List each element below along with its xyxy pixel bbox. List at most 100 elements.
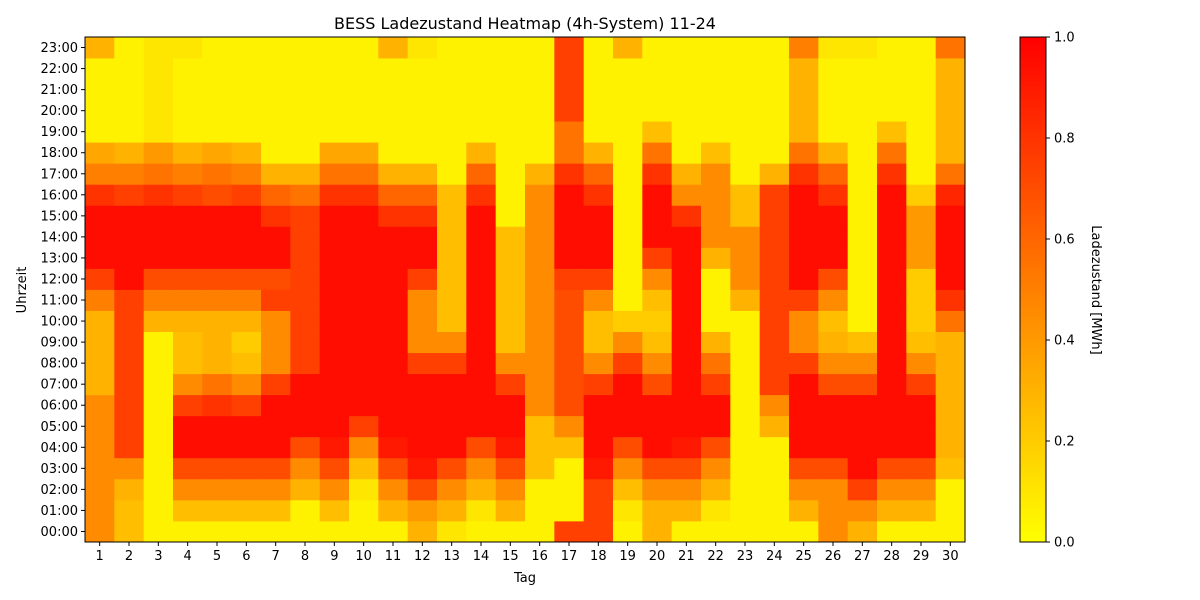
heatmap-cell (847, 436, 878, 459)
heatmap-cell (877, 100, 907, 122)
heatmap-cell (114, 373, 145, 396)
heatmap-cell (466, 184, 497, 206)
heatmap-cell (143, 184, 174, 206)
heatmap-cell (671, 100, 702, 122)
x-tick-label: 18 (590, 549, 607, 564)
heatmap-cell (642, 499, 673, 522)
heatmap-cell (525, 79, 555, 101)
heatmap-cell (935, 499, 966, 522)
heatmap-cell (143, 457, 174, 480)
colorbar-label: Ladezustand [MWh] (1088, 225, 1103, 354)
x-tick-label: 29 (913, 549, 930, 564)
heatmap-cell (495, 520, 526, 543)
heatmap-cell (349, 457, 379, 480)
heatmap-cell (173, 436, 203, 459)
heatmap-cell (583, 100, 614, 122)
heatmap-cell (437, 352, 467, 375)
heatmap-cell (319, 226, 350, 248)
heatmap-cell (143, 499, 174, 522)
heatmap-cell (114, 478, 145, 501)
heatmap-cell (466, 58, 497, 80)
heatmap-cell (202, 457, 233, 480)
heatmap-cell (437, 226, 467, 248)
heatmap-cell (818, 436, 849, 459)
y-tick-label: 13:00 (41, 251, 78, 266)
heatmap-cell (143, 121, 174, 143)
heatmap-cell (554, 457, 585, 480)
heatmap-cell (143, 373, 174, 396)
heatmap-cell (642, 478, 673, 501)
heatmap-cell (818, 184, 849, 206)
y-tick-label: 16:00 (41, 188, 78, 203)
heatmap-cell (935, 163, 966, 185)
heatmap-cell (349, 415, 379, 438)
x-tick-label: 2 (125, 549, 133, 564)
heatmap-cell (349, 373, 379, 396)
heatmap-cell (437, 289, 467, 311)
heatmap-cell (789, 310, 819, 332)
heatmap-cell (525, 205, 555, 227)
heatmap-cell (818, 205, 849, 227)
heatmap-cell (349, 121, 379, 143)
heatmap-cell (378, 373, 409, 396)
y-tick-label: 06:00 (41, 399, 78, 414)
heatmap-cell (231, 37, 262, 59)
heatmap-cell (935, 457, 966, 480)
heatmap-cell (143, 478, 174, 501)
heatmap-cell (85, 142, 115, 164)
heatmap-cell (495, 331, 526, 354)
heatmap-cell (437, 79, 467, 101)
heatmap-cell (701, 247, 731, 269)
heatmap-cell (378, 268, 409, 290)
heatmap-cell (554, 478, 585, 501)
heatmap-cell (877, 457, 907, 480)
heatmap-cell (906, 394, 937, 417)
heatmap-cell (935, 520, 966, 543)
heatmap-cell (85, 184, 115, 206)
heatmap-cell (290, 163, 321, 185)
heatmap-cell (847, 394, 878, 417)
heatmap-cell (319, 415, 350, 438)
heatmap-cell (85, 331, 115, 354)
heatmap-cell (906, 184, 937, 206)
heatmap-cell (906, 478, 937, 501)
heatmap-cell (173, 373, 203, 396)
heatmap-cell (495, 58, 526, 80)
heatmap-cell (85, 163, 115, 185)
heatmap-cell (877, 373, 907, 396)
heatmap-cell (231, 58, 262, 80)
heatmap-cell (349, 352, 379, 375)
heatmap-cell (114, 184, 145, 206)
heatmap-cell (642, 310, 673, 332)
heatmap-cell (877, 142, 907, 164)
heatmap-cell (730, 100, 761, 122)
heatmap-cell (642, 79, 673, 101)
heatmap-cell (202, 100, 233, 122)
heatmap-cell (759, 79, 790, 101)
heatmap-cell (701, 163, 731, 185)
heatmap-cell (789, 247, 819, 269)
heatmap-cell (231, 79, 262, 101)
heatmap-cell (319, 394, 350, 417)
heatmap-cell (701, 373, 731, 396)
y-tick-label: 00:00 (41, 525, 78, 540)
heatmap-cell (554, 226, 585, 248)
heatmap-cell (231, 352, 262, 375)
heatmap-cell (85, 436, 115, 459)
heatmap-cell (114, 499, 145, 522)
heatmap-cell (290, 310, 321, 332)
heatmap-cell (759, 247, 790, 269)
heatmap-cell (906, 142, 937, 164)
heatmap-cell (877, 226, 907, 248)
heatmap-cell (143, 247, 174, 269)
heatmap-cell (789, 394, 819, 417)
heatmap-cell (789, 331, 819, 354)
heatmap-cell (202, 478, 233, 501)
heatmap-cell (319, 205, 350, 227)
heatmap-cell (495, 226, 526, 248)
colorbar-tick-label: 0.0 (1054, 536, 1075, 551)
heatmap-cell (935, 352, 966, 375)
heatmap-cell (847, 247, 878, 269)
heatmap-cell (906, 247, 937, 269)
heatmap-cell (319, 352, 350, 375)
